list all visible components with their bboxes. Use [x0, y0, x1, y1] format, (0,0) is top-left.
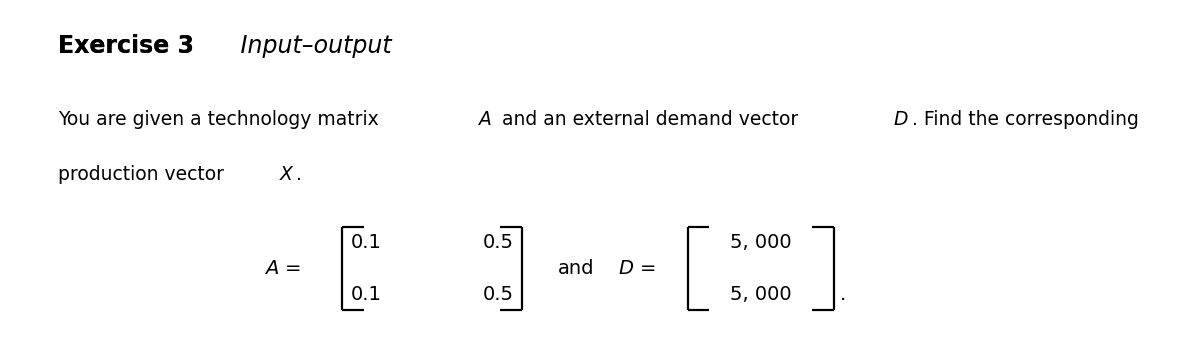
Text: Exercise 3: Exercise 3: [58, 34, 193, 58]
Text: Input–output: Input–output: [233, 34, 391, 58]
Text: X: X: [280, 165, 293, 184]
Text: 5, 000: 5, 000: [730, 284, 792, 304]
Text: $A$ =: $A$ =: [264, 259, 301, 278]
Text: 0.5: 0.5: [482, 233, 514, 252]
Text: 0.1: 0.1: [350, 284, 382, 304]
Text: and an external demand vector: and an external demand vector: [496, 110, 804, 129]
Text: Exercise 3: Exercise 3: [58, 34, 193, 58]
Text: . Find the corresponding: . Find the corresponding: [912, 110, 1139, 129]
Text: $D$ =: $D$ =: [618, 259, 655, 278]
Text: D: D: [894, 110, 908, 129]
Text: 0.1: 0.1: [350, 233, 382, 252]
Text: You are given a technology matrix: You are given a technology matrix: [58, 110, 384, 129]
Text: .: .: [840, 284, 846, 304]
Text: 0.5: 0.5: [482, 284, 514, 304]
Text: 5, 000: 5, 000: [730, 233, 792, 252]
Text: and: and: [558, 259, 594, 278]
Text: production vector: production vector: [58, 165, 229, 184]
Text: A: A: [479, 110, 492, 129]
Text: .: .: [296, 165, 302, 184]
